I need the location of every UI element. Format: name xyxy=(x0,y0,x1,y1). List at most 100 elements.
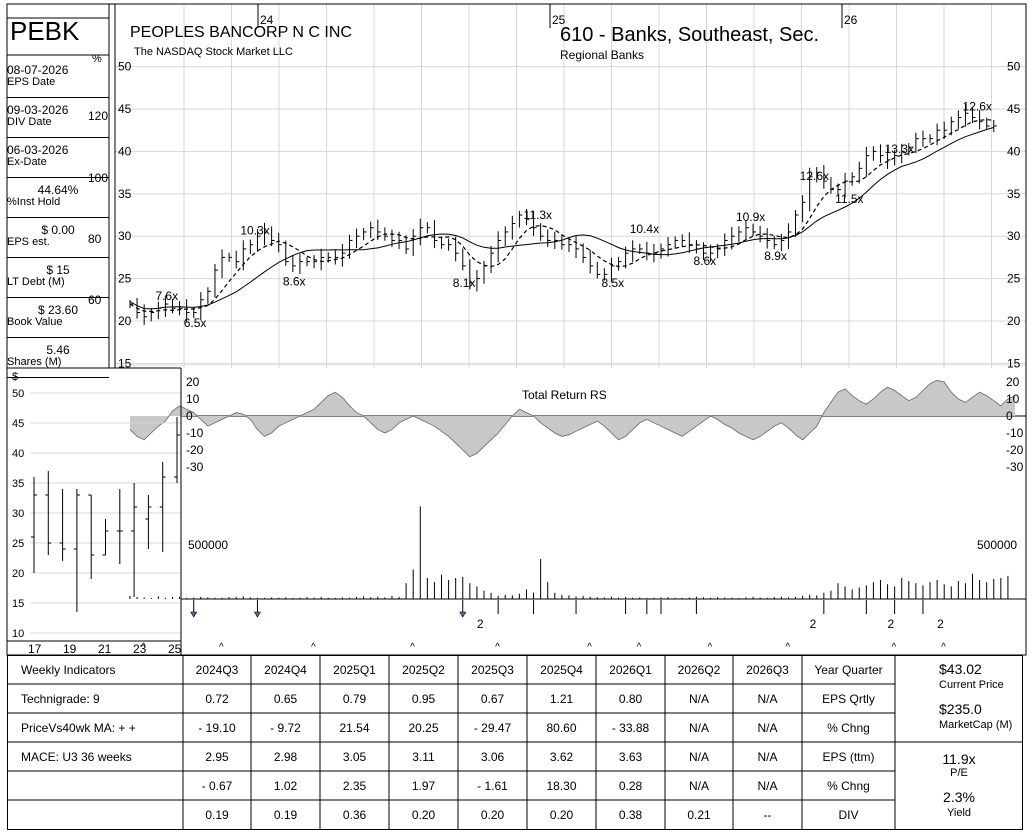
inset-tick: 30 xyxy=(12,508,24,520)
table-cell: 0.20 xyxy=(411,808,436,822)
summary-yield-label: Yield xyxy=(946,807,972,819)
rs-tick-left: 0 xyxy=(186,409,193,423)
table-cell: - 33.88 xyxy=(611,721,650,735)
table-cell: 0.21 xyxy=(687,808,711,822)
volume-label-right: 500000 xyxy=(977,538,1017,552)
table-cell: 3.62 xyxy=(549,750,574,764)
stat-value: $ 23.60 xyxy=(37,303,79,317)
table-cell: 0.79 xyxy=(342,692,367,706)
table-header: 2024Q3 xyxy=(195,663,239,677)
table-cell: 0.80 xyxy=(618,692,643,706)
pe-label: 8.1x xyxy=(453,276,476,290)
table-cell: 3.11 xyxy=(412,750,435,764)
price-tick-left: 30 xyxy=(118,229,132,243)
stat-label: LT Debt (M) xyxy=(7,276,65,288)
table-row-label: DIV xyxy=(838,808,859,822)
price-tick-right: 50 xyxy=(1007,60,1021,74)
inset-tick: 40 xyxy=(12,448,24,460)
moving-average-10wk xyxy=(129,118,994,313)
stat-value: 5.46 xyxy=(46,343,70,357)
table-header: 2025Q2 xyxy=(402,663,445,677)
stat-ex-date: 06-03-2026 Ex-Date xyxy=(7,141,109,178)
rs-tick-left: 10 xyxy=(186,392,200,406)
table-cell: 3.06 xyxy=(480,750,505,764)
price-bars xyxy=(129,104,997,325)
price-grid: 24 25 26 xyxy=(115,4,1026,368)
stat-value: 44.64% xyxy=(37,183,79,197)
table-cell: 3.63 xyxy=(618,750,643,764)
rs-tick-right: -10 xyxy=(1006,426,1024,440)
ticker-symbol: PEBK xyxy=(10,16,80,46)
table-header: 2026Q3 xyxy=(746,663,789,677)
rs-tick-right: 0 xyxy=(1006,409,1013,423)
rs-title: Total Return RS xyxy=(522,388,607,402)
table-cell: N/A xyxy=(757,692,778,706)
table-cell: 0.67 xyxy=(480,692,505,706)
dividend-arrow-head xyxy=(253,611,261,618)
rs-tick-left: -10 xyxy=(186,426,204,440)
rs-tick-left: -20 xyxy=(186,443,204,457)
rs-tick-left: 20 xyxy=(186,375,200,389)
table-row-label: % Chng xyxy=(827,779,870,793)
price-tick-right: 20 xyxy=(1007,314,1021,328)
rs-tick-right: -20 xyxy=(1006,443,1024,457)
pct-unit: % xyxy=(92,53,102,65)
earnings-mark: ^ xyxy=(495,642,500,653)
earnings-mark: ^ xyxy=(892,642,897,653)
price-tick-right: 40 xyxy=(1007,144,1021,158)
table-cell: - 29.47 xyxy=(473,721,512,735)
earnings-mark: ^ xyxy=(707,642,712,653)
summary-price: $43.02 xyxy=(939,661,982,677)
year-label: 26 xyxy=(844,13,858,27)
stat-div-date: 09-03-2026 DIV Date xyxy=(7,101,109,138)
stat-label: DIV Date xyxy=(7,116,52,128)
pe-label: 10.9x xyxy=(736,210,765,224)
table-header: 2024Q4 xyxy=(264,663,307,677)
table-header: 2025Q4 xyxy=(540,663,583,677)
pe-label: 12.6x xyxy=(963,100,992,114)
table-cell: N/A xyxy=(757,721,778,735)
table-cell: 0.36 xyxy=(342,808,367,822)
pct-tick: 100 xyxy=(88,171,108,185)
split-label: 2 xyxy=(477,617,484,631)
pe-label: 8.6x xyxy=(693,254,716,268)
table-cell: 0.65 xyxy=(273,692,298,706)
price-tick-left: 45 xyxy=(118,102,132,116)
table-header: 2026Q2 xyxy=(677,663,721,677)
exchange-name: The NASDAQ Stock Market LLC xyxy=(134,46,293,58)
stat-label: Book Value xyxy=(7,316,63,328)
pct-tick: 60 xyxy=(88,293,102,307)
price-tick-left: 40 xyxy=(118,144,132,158)
price-tick-right: 15 xyxy=(1007,356,1021,370)
price-tick-left: 50 xyxy=(118,60,132,74)
stat--inst-hold: 44.64% %Inst Hold xyxy=(7,181,109,218)
price-tick-left: 25 xyxy=(118,272,132,286)
moving-average-40wk xyxy=(129,126,994,310)
indicator-cell: MACE: U3 36 weeks xyxy=(21,750,132,764)
summary-mcap-label: MarketCap (M) xyxy=(939,719,1013,731)
stat-lt-debt-m: $ 15 LT Debt (M) xyxy=(7,261,109,298)
inset-tick: 10 xyxy=(12,628,24,640)
price-tick-left: 35 xyxy=(118,187,132,201)
stat-label: EPS Date xyxy=(7,76,56,88)
rs-tick-right: 10 xyxy=(1006,392,1020,406)
summary-mcap: $235.0 xyxy=(939,701,982,717)
price-axis: 15 15 20 20 25 25 30 30 35 35 40 40 45 45 50 50% 60 80 100… xyxy=(88,53,1021,370)
table-cell: N/A xyxy=(757,750,778,764)
industry-group: 610 - Banks, Southeast, Sec. xyxy=(560,24,820,46)
inset-tick: 45 xyxy=(12,418,24,430)
table-cell: 0.19 xyxy=(273,808,298,822)
table-header: 2026Q1 xyxy=(609,663,652,677)
table-cell: 0.28 xyxy=(618,779,643,793)
earnings-mark: ^ xyxy=(219,642,224,653)
inset-year-label: 23 xyxy=(133,642,147,656)
earnings-mark: ^ xyxy=(587,642,592,653)
table-cell: 0.20 xyxy=(480,808,505,822)
split-label: 2 xyxy=(888,617,895,631)
summary-pe: 11.9x xyxy=(942,751,976,767)
summary-pe-label: P/E xyxy=(950,767,968,779)
table-cell: N/A xyxy=(757,779,778,793)
table-cell: N/A xyxy=(688,750,709,764)
